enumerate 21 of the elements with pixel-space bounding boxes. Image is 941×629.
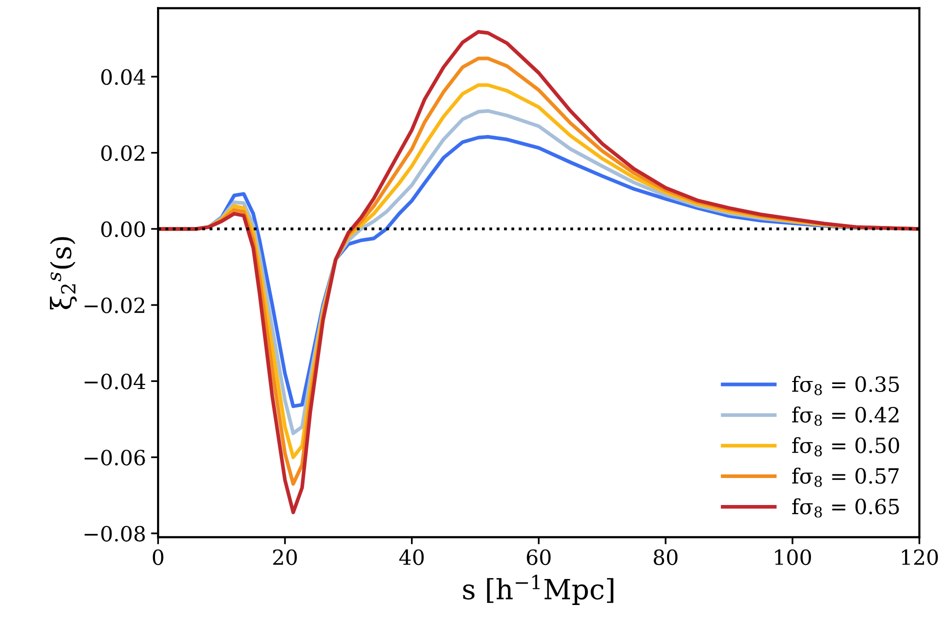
y-tick-label: −0.04 <box>84 374 146 390</box>
x-axis-title: s [h$^{−1}$Mpc] <box>463 574 614 605</box>
y-tick-label: −0.06 <box>84 450 145 466</box>
y-axis-title: ξ$_{2}$$^{s}$(s) <box>50 237 77 310</box>
legend-label: fσ$_{8}$ = 0.65 <box>792 498 899 518</box>
x-tick-label: 0 <box>152 549 164 566</box>
x-tick-label: 60 <box>526 549 551 566</box>
x-tick-label: 40 <box>399 549 424 566</box>
y-tick-label: −0.08 <box>84 526 145 542</box>
legend-label: fσ$_{8}$ = 0.50 <box>792 437 900 456</box>
x-tick-label: 120 <box>902 549 938 566</box>
x-tick-label: 80 <box>654 549 678 566</box>
y-tick-label: 0.00 <box>101 221 145 238</box>
legend-label: fσ$_{8}$ = 0.42 <box>792 406 898 426</box>
legend-label: fσ$_{8}$ = 0.57 <box>792 468 899 487</box>
legend-label: fσ$_{8}$ = 0.35 <box>792 376 899 396</box>
x-tick-label: 20 <box>273 549 297 566</box>
y-tick-label: −0.02 <box>84 297 144 314</box>
y-tick-label: 0.02 <box>101 145 144 162</box>
x-tick-label: 100 <box>775 549 811 566</box>
y-tick-label: 0.04 <box>101 69 146 85</box>
